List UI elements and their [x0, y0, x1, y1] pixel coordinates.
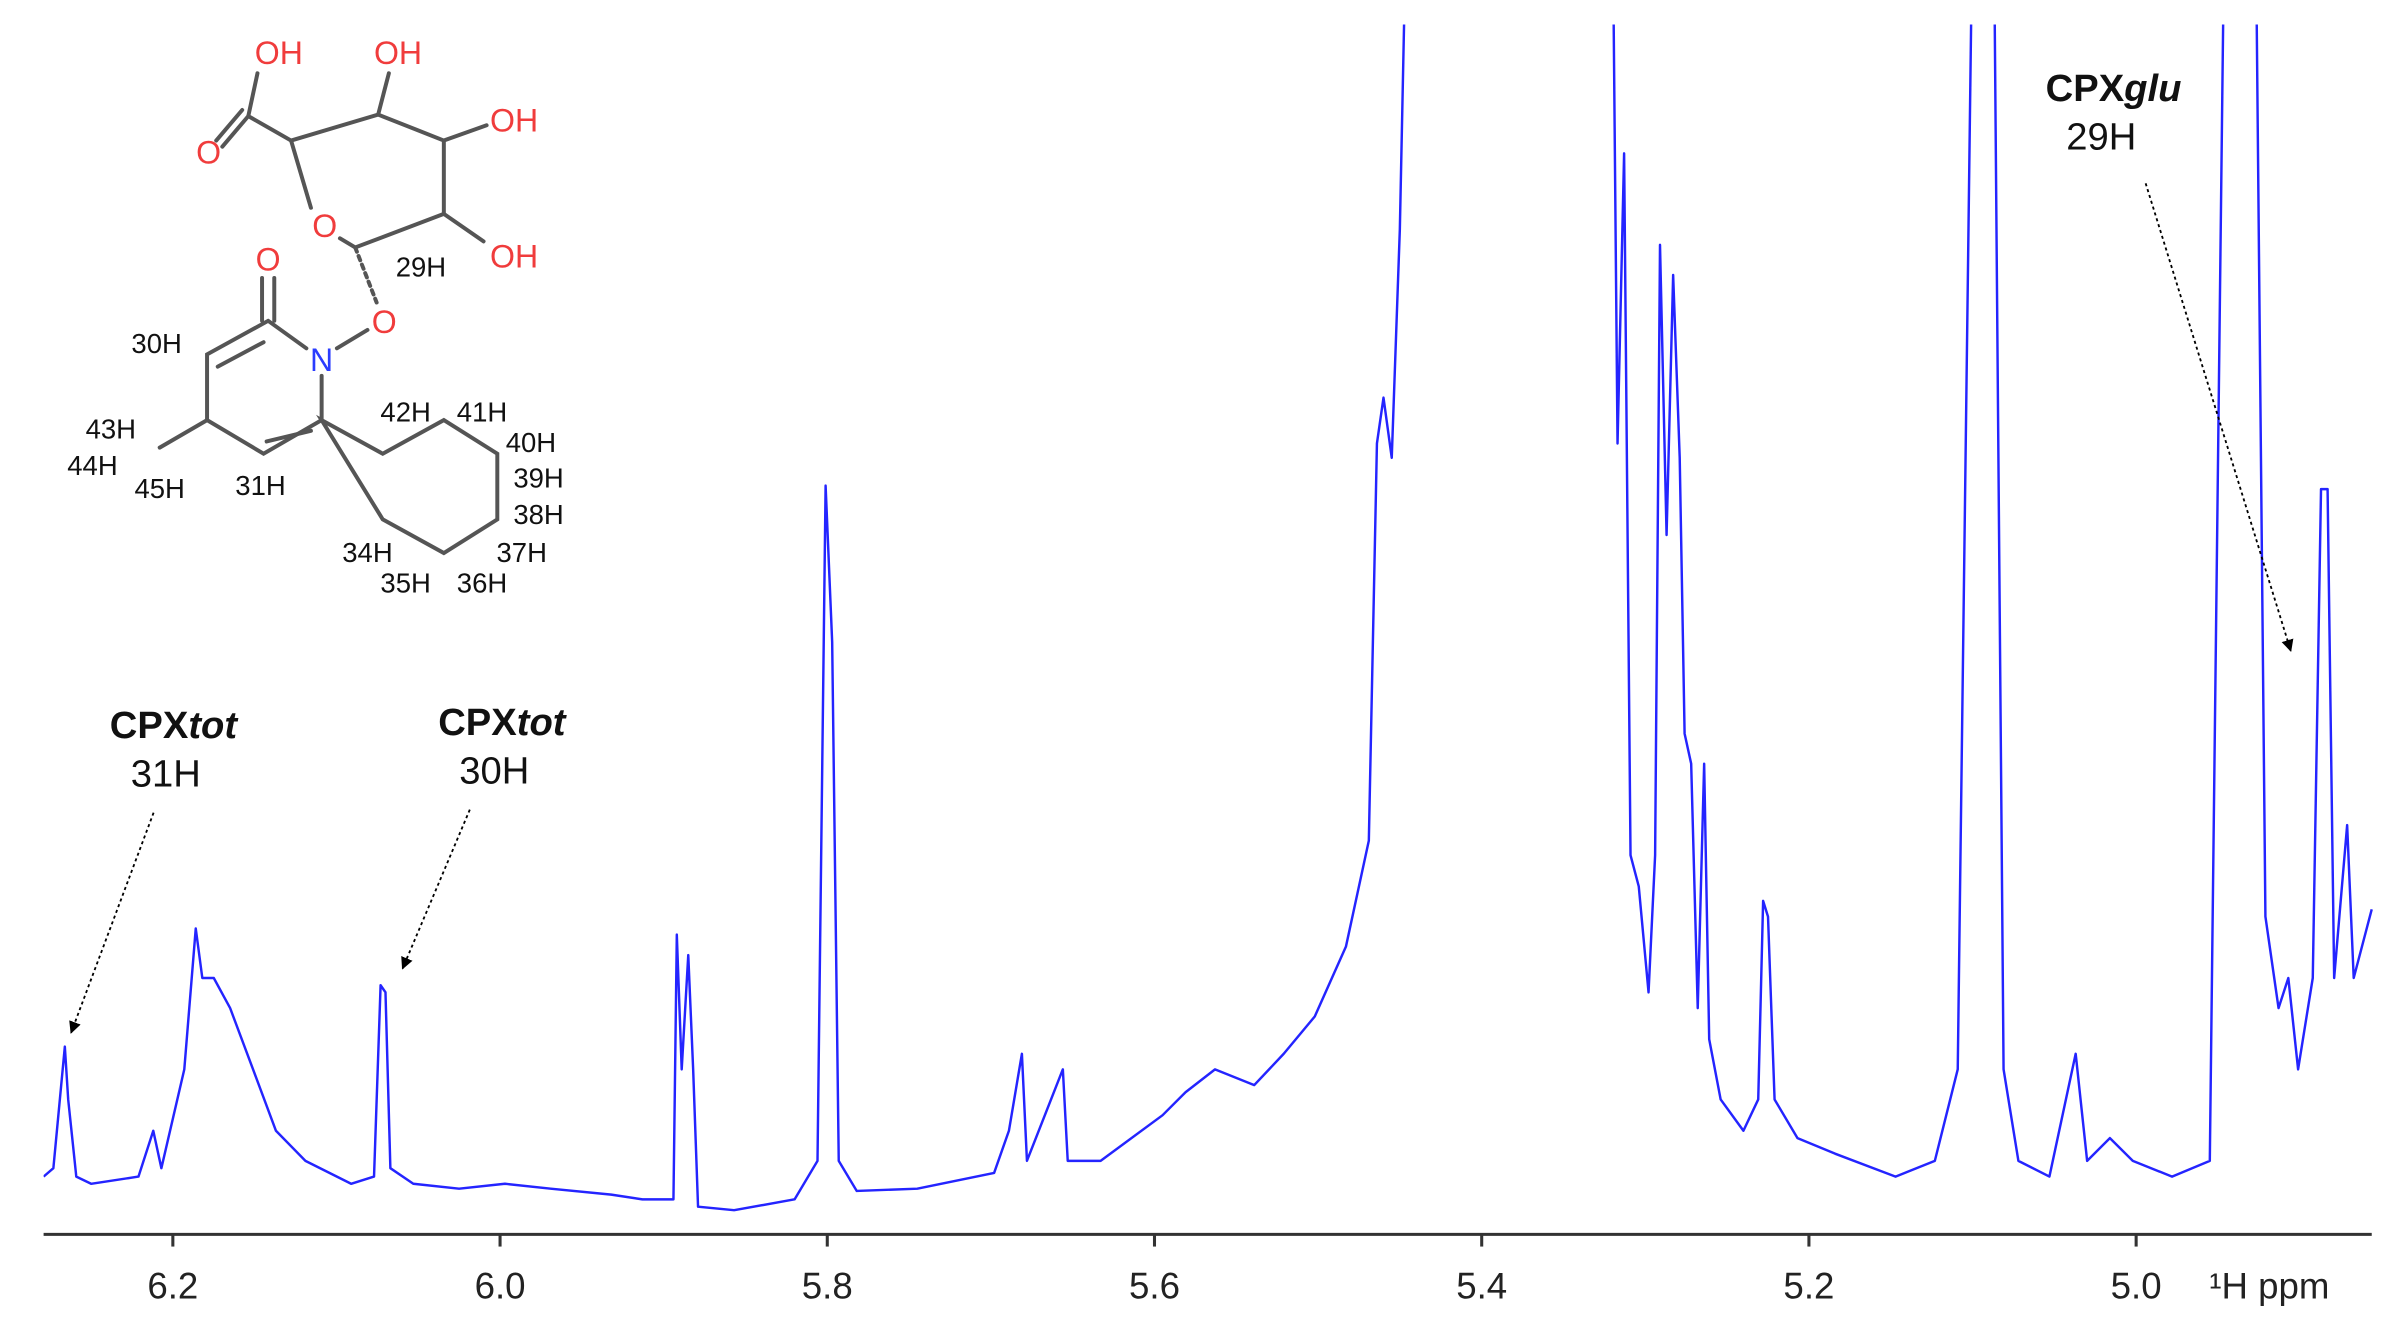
h-label: 43H: [86, 413, 136, 444]
carbonyl: [260, 276, 277, 323]
label-emphasis: tot: [188, 704, 239, 747]
x-tick-label: 5.6: [1129, 1266, 1180, 1307]
double-bond: [215, 340, 313, 444]
annotation-label: CPXglu: [2046, 67, 2182, 110]
bonds: [157, 71, 500, 556]
annotation-arrow: [69, 812, 155, 1034]
cyclohexyl: [315, 414, 500, 556]
annotation-atom: 31H: [131, 753, 201, 796]
atom-label: O: [372, 304, 397, 340]
atom-label: OH: [374, 35, 422, 71]
x-tick-label: 5.8: [802, 1266, 853, 1307]
annotation-label: CPXtot: [110, 704, 240, 747]
sugar-ring: [289, 138, 313, 210]
x-axis-label: ¹H ppm: [2209, 1266, 2329, 1307]
bond: [376, 71, 391, 117]
annotation: CPXglu 29H: [2046, 67, 2294, 652]
atom-label: OH: [255, 35, 303, 71]
h-label: 36H: [457, 568, 507, 599]
label-main: CPX: [2046, 67, 2125, 110]
spectrum-line: [43, 24, 2373, 1212]
annotation-atom: 30H: [459, 750, 529, 793]
h-label: 41H: [457, 397, 507, 428]
label-main: CPX: [110, 704, 189, 747]
h-label: 44H: [67, 450, 117, 481]
atom-label: OH: [490, 102, 538, 138]
plot-area: [43, 24, 2373, 1212]
label-emphasis: glu: [2123, 67, 2181, 110]
bond: [441, 211, 486, 244]
h-label: 42H: [380, 397, 430, 428]
atom-label: O: [312, 208, 337, 244]
h-label: 38H: [513, 499, 563, 530]
atom-label: O: [196, 134, 221, 170]
annotation: CPXtot 31H: [69, 704, 240, 1034]
x-tick-label: 5.0: [2111, 1266, 2162, 1307]
x-axis: ¹H ppm 6.2 6.0 5.8 5.6 5.4 5.2 5.0: [43, 1232, 2372, 1307]
annotation-arrow: [2144, 183, 2294, 652]
h-label: 39H: [513, 462, 563, 493]
annotation-label: CPXtot: [438, 701, 568, 744]
sugar-ring: [289, 112, 446, 250]
label-emphasis: tot: [517, 701, 568, 744]
label-main: CPX: [438, 701, 517, 744]
x-tick-label: 5.2: [1783, 1266, 1834, 1307]
annotation: CPXtot 30H: [401, 701, 568, 970]
x-tick-label: 5.4: [1456, 1266, 1507, 1307]
h-label: 30H: [131, 328, 181, 359]
h-label: 34H: [342, 537, 392, 568]
carbonyl: [214, 108, 251, 149]
h-label: 35H: [380, 568, 430, 599]
atom-label: O: [256, 241, 281, 277]
pyridone-ring: [205, 318, 324, 457]
atom-label: N: [310, 342, 333, 378]
bond: [353, 245, 379, 305]
molecule: OH O OH OH OH O O O N 29H 30H 31H 43H 44…: [67, 35, 563, 599]
h-label: 37H: [497, 537, 547, 568]
methyl: [157, 418, 210, 450]
annotation-atom: 29H: [2066, 116, 2136, 159]
bond: [441, 123, 489, 143]
x-tick-label: 6.2: [147, 1266, 198, 1307]
annotation-arrow: [401, 809, 471, 970]
h-label: 40H: [506, 427, 556, 458]
x-tick-label: 6.0: [475, 1266, 526, 1307]
atom-label: OH: [490, 238, 538, 274]
h-label: 31H: [235, 470, 285, 501]
carboxyl: [246, 71, 294, 143]
h-label: 45H: [134, 473, 184, 504]
h-label: 29H: [396, 252, 446, 283]
n-o-bond: [334, 327, 370, 351]
